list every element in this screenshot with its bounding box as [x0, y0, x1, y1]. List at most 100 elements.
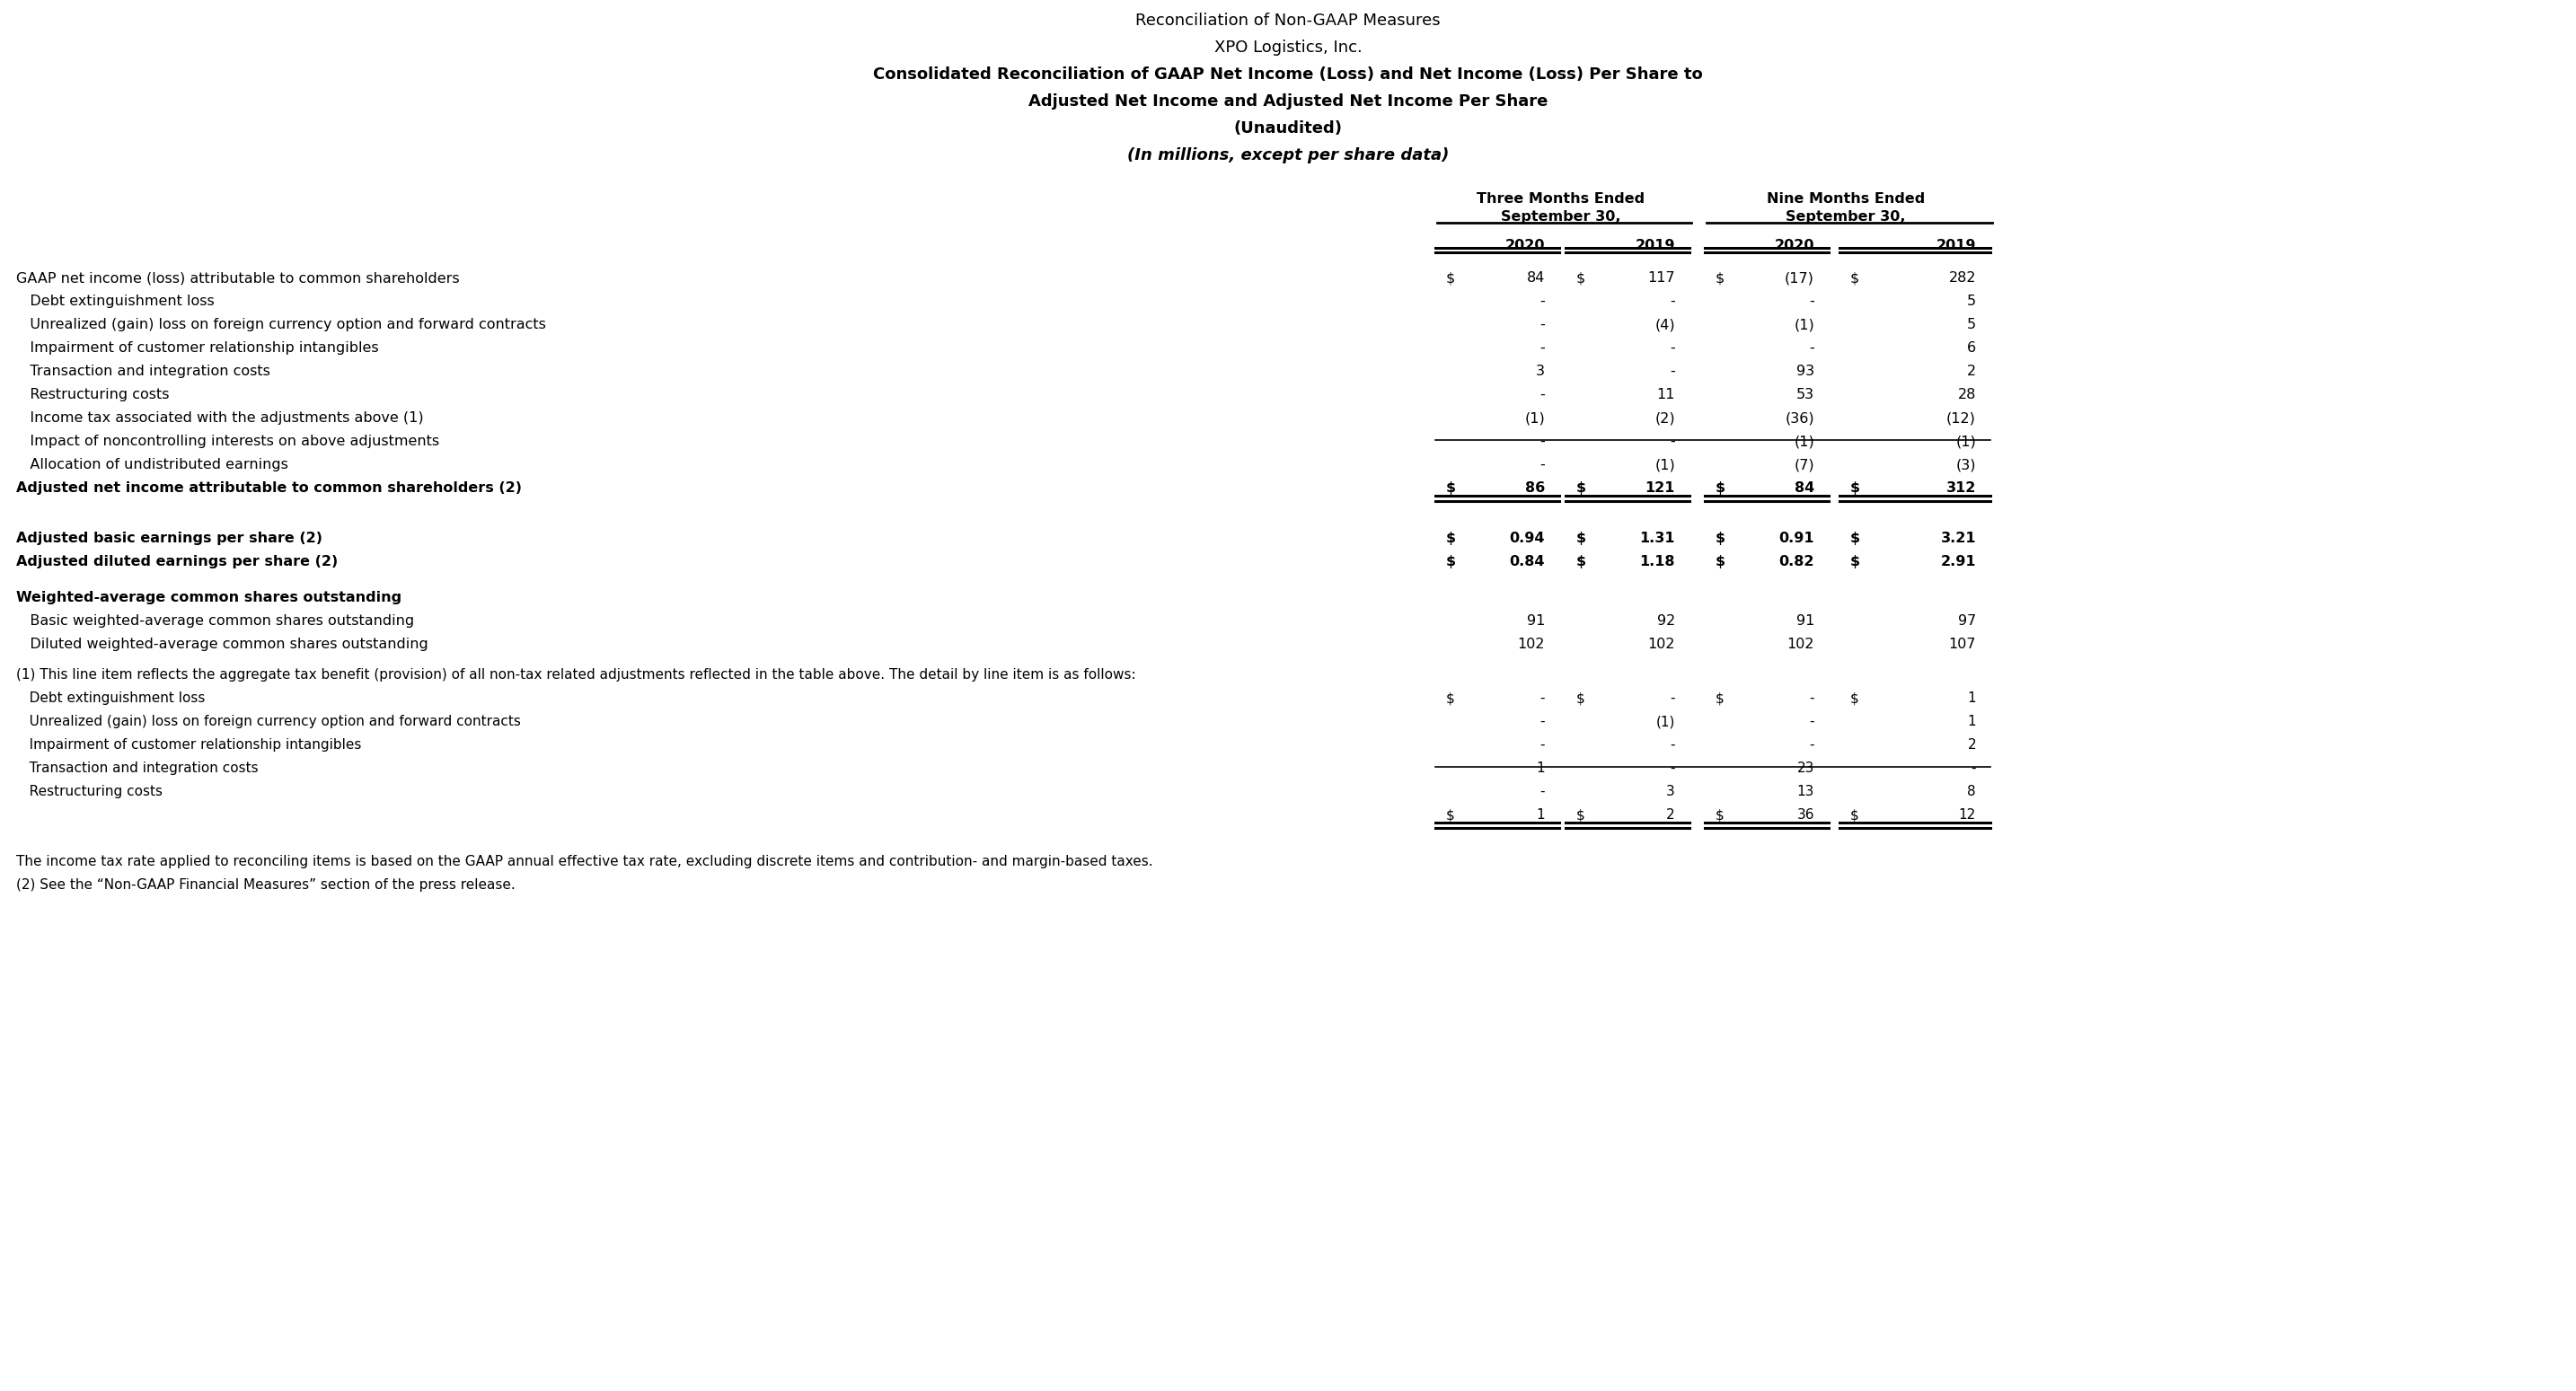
- Text: 3: 3: [1535, 364, 1546, 378]
- Text: Impairment of customer relationship intangibles: Impairment of customer relationship inta…: [15, 739, 361, 751]
- Text: -: -: [1540, 319, 1546, 331]
- Text: (1) This line item reflects the aggregate tax benefit (provision) of all non-tax: (1) This line item reflects the aggregat…: [15, 668, 1136, 682]
- Text: 1.31: 1.31: [1641, 531, 1674, 545]
- Text: 84: 84: [1795, 481, 1814, 495]
- Text: 5: 5: [1968, 319, 1976, 331]
- Text: $: $: [1850, 691, 1860, 705]
- Text: $: $: [1716, 691, 1723, 705]
- Text: (In millions, except per share data): (In millions, except per share data): [1128, 147, 1448, 163]
- Text: 282: 282: [1947, 271, 1976, 285]
- Text: 2020: 2020: [1775, 239, 1814, 252]
- Text: Consolidated Reconciliation of GAAP Net Income (Loss) and Net Income (Loss) Per : Consolidated Reconciliation of GAAP Net …: [873, 67, 1703, 82]
- Text: -: -: [1540, 739, 1546, 751]
- Text: (12): (12): [1947, 412, 1976, 424]
- Text: 6: 6: [1968, 341, 1976, 355]
- Text: Transaction and integration costs: Transaction and integration costs: [15, 364, 270, 378]
- Text: 1.18: 1.18: [1641, 555, 1674, 569]
- Text: -: -: [1540, 458, 1546, 472]
- Text: -: -: [1669, 761, 1674, 775]
- Text: $: $: [1445, 808, 1455, 822]
- Text: -: -: [1971, 761, 1976, 775]
- Text: $: $: [1577, 808, 1584, 822]
- Text: (1): (1): [1793, 319, 1814, 331]
- Text: -: -: [1669, 691, 1674, 705]
- Text: (36): (36): [1785, 412, 1814, 424]
- Text: $: $: [1850, 808, 1860, 822]
- Text: -: -: [1540, 715, 1546, 729]
- Text: -: -: [1808, 341, 1814, 355]
- Text: 121: 121: [1646, 481, 1674, 495]
- Text: 91: 91: [1795, 615, 1814, 627]
- Text: 86: 86: [1525, 481, 1546, 495]
- Text: 0.94: 0.94: [1510, 531, 1546, 545]
- Text: Three Months Ended: Three Months Ended: [1476, 192, 1643, 206]
- Text: $: $: [1445, 691, 1455, 705]
- Text: 0.91: 0.91: [1780, 531, 1814, 545]
- Text: -: -: [1669, 434, 1674, 448]
- Text: XPO Logistics, Inc.: XPO Logistics, Inc.: [1213, 39, 1363, 56]
- Text: -: -: [1669, 739, 1674, 751]
- Text: $: $: [1445, 481, 1455, 495]
- Text: 117: 117: [1649, 271, 1674, 285]
- Text: Adjusted net income attributable to common shareholders (2): Adjusted net income attributable to comm…: [15, 481, 523, 495]
- Text: 2019: 2019: [1636, 239, 1674, 252]
- Text: $: $: [1850, 555, 1860, 569]
- Text: $: $: [1445, 531, 1455, 545]
- Text: Unrealized (gain) loss on foreign currency option and forward contracts: Unrealized (gain) loss on foreign curren…: [15, 319, 546, 331]
- Text: $: $: [1850, 271, 1860, 285]
- Text: Restructuring costs: Restructuring costs: [15, 388, 170, 402]
- Text: $: $: [1577, 271, 1584, 285]
- Text: 36: 36: [1798, 808, 1814, 822]
- Text: $: $: [1577, 531, 1587, 545]
- Text: 53: 53: [1795, 388, 1814, 402]
- Text: 2019: 2019: [1937, 239, 1976, 252]
- Text: 8: 8: [1968, 785, 1976, 798]
- Text: 97: 97: [1958, 615, 1976, 627]
- Text: Basic weighted-average common shares outstanding: Basic weighted-average common shares out…: [15, 615, 415, 627]
- Text: Reconciliation of Non-GAAP Measures: Reconciliation of Non-GAAP Measures: [1136, 13, 1440, 29]
- Text: Adjusted Net Income and Adjusted Net Income Per Share: Adjusted Net Income and Adjusted Net Inc…: [1028, 93, 1548, 110]
- Text: Unrealized (gain) loss on foreign currency option and forward contracts: Unrealized (gain) loss on foreign curren…: [15, 715, 520, 729]
- Text: (7): (7): [1793, 458, 1814, 472]
- Text: $: $: [1850, 481, 1860, 495]
- Text: 84: 84: [1528, 271, 1546, 285]
- Text: Adjusted diluted earnings per share (2): Adjusted diluted earnings per share (2): [15, 555, 337, 569]
- Text: -: -: [1669, 295, 1674, 307]
- Text: -: -: [1540, 388, 1546, 402]
- Text: $: $: [1716, 531, 1726, 545]
- Text: (1): (1): [1656, 715, 1674, 729]
- Text: 3.21: 3.21: [1940, 531, 1976, 545]
- Text: 2.91: 2.91: [1940, 555, 1976, 569]
- Text: 1: 1: [1535, 808, 1546, 822]
- Text: 11: 11: [1656, 388, 1674, 402]
- Text: $: $: [1445, 271, 1455, 285]
- Text: 107: 107: [1947, 637, 1976, 651]
- Text: 2: 2: [1667, 808, 1674, 822]
- Text: Income tax associated with the adjustments above (1): Income tax associated with the adjustmen…: [15, 412, 422, 424]
- Text: (1): (1): [1955, 434, 1976, 448]
- Text: Restructuring costs: Restructuring costs: [15, 785, 162, 798]
- Text: 312: 312: [1945, 481, 1976, 495]
- Text: 102: 102: [1649, 637, 1674, 651]
- Text: -: -: [1808, 691, 1814, 705]
- Text: Impairment of customer relationship intangibles: Impairment of customer relationship inta…: [15, 341, 379, 355]
- Text: -: -: [1540, 295, 1546, 307]
- Text: -: -: [1669, 364, 1674, 378]
- Text: Impact of noncontrolling interests on above adjustments: Impact of noncontrolling interests on ab…: [15, 434, 440, 448]
- Text: 13: 13: [1798, 785, 1814, 798]
- Text: 0.82: 0.82: [1780, 555, 1814, 569]
- Text: (4): (4): [1654, 319, 1674, 331]
- Text: Transaction and integration costs: Transaction and integration costs: [15, 761, 258, 775]
- Text: 0.84: 0.84: [1510, 555, 1546, 569]
- Text: $: $: [1445, 555, 1455, 569]
- Text: (3): (3): [1955, 458, 1976, 472]
- Text: 2020: 2020: [1504, 239, 1546, 252]
- Text: Weighted-average common shares outstanding: Weighted-average common shares outstandi…: [15, 591, 402, 604]
- Text: $: $: [1577, 481, 1587, 495]
- Text: 93: 93: [1795, 364, 1814, 378]
- Text: Diluted weighted-average common shares outstanding: Diluted weighted-average common shares o…: [15, 637, 428, 651]
- Text: -: -: [1808, 295, 1814, 307]
- Text: -: -: [1808, 715, 1814, 729]
- Text: 91: 91: [1528, 615, 1546, 627]
- Text: 102: 102: [1517, 637, 1546, 651]
